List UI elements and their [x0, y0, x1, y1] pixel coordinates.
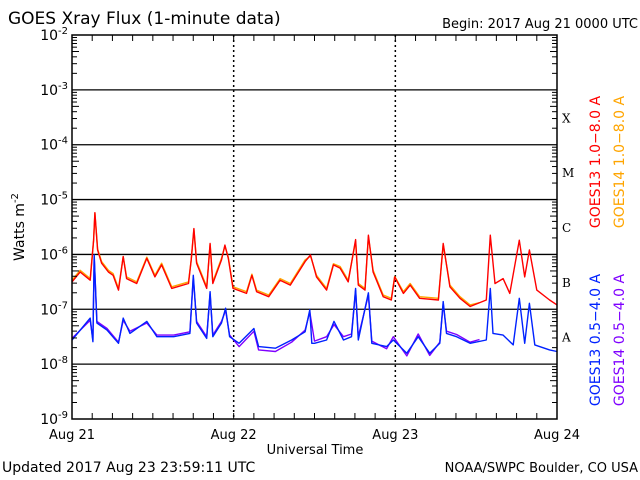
legend-entry: GOES13 0.5−4.0 A [588, 274, 604, 407]
y-tick-base: 10 [40, 302, 58, 318]
credit-text: NOAA/SWPC Boulder, CO USA [445, 461, 638, 476]
y-tick-base: 10 [40, 83, 58, 99]
flare-class-label: X [562, 111, 571, 125]
x-tick-label: Aug 23 [372, 428, 418, 443]
flare-class-label: A [561, 331, 571, 345]
y-tick-label: 10-9 [40, 410, 68, 428]
chart-title: GOES Xray Flux (1-minute data) [8, 9, 281, 29]
y-tick-label: 10-4 [40, 136, 68, 154]
series-line [71, 212, 480, 306]
y-tick-base: 10 [40, 138, 58, 154]
y-tick-base: 10 [40, 412, 58, 428]
y-tick-base: 10 [40, 247, 58, 263]
x-tick-label: Aug 21 [49, 428, 95, 443]
y-tick-exponent: -2 [58, 26, 68, 37]
y-tick-label: 10-7 [40, 300, 68, 318]
series-group [71, 211, 558, 357]
y-tick-exponent: -7 [58, 300, 68, 311]
x-tick-label: Aug 22 [211, 428, 257, 443]
series-line [71, 211, 558, 308]
x-axis-label: Universal Time [267, 443, 364, 458]
y-tick-label: 10-8 [40, 355, 68, 373]
flare-class-label: M [562, 166, 574, 180]
x-tick-label: Aug 24 [534, 428, 580, 443]
updated-text: Updated 2017 Aug 23 23:59:11 UTC [2, 460, 255, 476]
y-tick-base: 10 [40, 357, 58, 373]
plot-frame [71, 34, 558, 420]
grid [72, 35, 557, 419]
y-axis-label: Watts m-2 [10, 193, 28, 261]
legend-entry: GOES14 1.0−8.0 A [612, 96, 628, 229]
y-tick-exponent: -9 [58, 410, 68, 421]
series-line [71, 254, 558, 354]
y-tick-label: 10-6 [40, 245, 68, 263]
y-tick-label: 10-5 [40, 191, 68, 209]
y-tick-label: 10-2 [40, 26, 68, 44]
y-tick-exponent: -6 [58, 245, 68, 256]
y-tick-label: 10-3 [40, 81, 68, 99]
y-tick-exponent: -5 [58, 191, 68, 202]
flare-class-label: C [562, 221, 571, 235]
y-tick-base: 10 [40, 193, 58, 209]
begin-label: Begin: 2017 Aug 21 0000 UTC [442, 17, 638, 32]
y-tick-base: 10 [40, 28, 58, 44]
legend: GOES13 1.0−8.0 A GOES14 1.0−8.0 A GOES13 0… [588, 96, 628, 407]
flare-class-label: B [562, 276, 571, 290]
y-tick-exponent: -4 [58, 136, 68, 147]
series-line [71, 256, 480, 357]
legend-entry: GOES14 0.5−4.0 A [612, 274, 628, 407]
y-tick-exponent: -8 [58, 355, 68, 366]
y-tick-exponent: -3 [58, 81, 68, 92]
legend-entry: GOES13 1.0−8.0 A [588, 96, 604, 229]
